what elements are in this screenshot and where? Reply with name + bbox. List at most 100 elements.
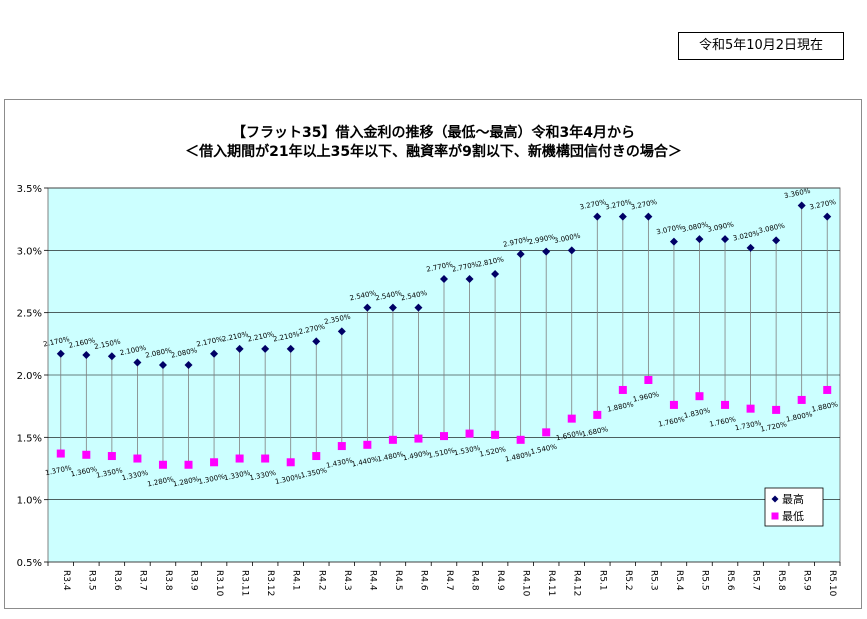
y-tick-label: 1.0%	[17, 496, 42, 507]
high-point	[516, 250, 525, 259]
high-point	[491, 270, 500, 279]
x-tick-label: R4.8	[470, 570, 480, 591]
high-point	[107, 352, 116, 361]
high-point	[184, 361, 193, 370]
high-point	[542, 247, 551, 256]
low-point	[337, 442, 346, 451]
legend-box	[764, 487, 824, 527]
low-point	[235, 454, 244, 463]
high-point	[746, 243, 755, 252]
low-point	[56, 449, 65, 458]
x-tick-label: R5.9	[802, 570, 812, 591]
low-point	[286, 458, 295, 467]
high-point	[312, 337, 321, 346]
high-point	[772, 236, 781, 245]
x-tick-label: R4.7	[444, 570, 454, 591]
x-tick-label: R3.5	[86, 570, 96, 591]
high-point	[797, 201, 806, 210]
low-point	[516, 435, 525, 444]
y-tick-label: 0.5%	[17, 558, 42, 569]
low-point	[363, 440, 372, 449]
low-point	[184, 460, 193, 469]
low-point	[107, 452, 116, 461]
low-point	[695, 392, 704, 401]
low-point	[746, 404, 755, 413]
chart-subtitle: ＜借入期間が21年以上35年以下、融資率が9割以下、新機構団信付きの場合＞	[185, 144, 682, 160]
legend-high-marker	[771, 495, 779, 503]
x-tick-label: R4.4	[367, 570, 377, 591]
x-tick-label: R4.5	[393, 570, 403, 591]
y-tick-label: 1.5%	[17, 433, 42, 444]
low-point	[465, 429, 474, 438]
high-point	[823, 212, 832, 221]
low-point	[158, 460, 167, 469]
legend-high-label: 最高	[782, 492, 804, 506]
low-point	[644, 375, 653, 384]
low-point	[491, 430, 500, 439]
high-point	[618, 212, 627, 221]
x-tick-label: R3.8	[163, 570, 173, 591]
high-point	[210, 349, 219, 358]
x-tick-label: R5.6	[725, 570, 735, 591]
x-tick-label: R4.3	[342, 570, 352, 591]
high-point	[644, 212, 653, 221]
high-point	[721, 235, 730, 244]
low-point	[542, 428, 551, 437]
low-point	[823, 385, 832, 394]
date-label: 令和5年10月2日現在	[678, 32, 844, 60]
high-point	[363, 303, 372, 312]
high-point	[567, 246, 576, 255]
low-point	[567, 414, 576, 423]
x-tick-label: R5.5	[699, 570, 709, 591]
x-tick-label: R5.1	[597, 570, 607, 591]
x-tick-label: R5.7	[751, 570, 761, 591]
x-tick-label: R5.4	[674, 570, 684, 591]
x-tick-label: R3.7	[137, 570, 147, 591]
x-tick-label: R3.11	[240, 570, 250, 596]
x-tick-label: R5.2	[623, 570, 633, 591]
x-tick-label: R3.12	[265, 570, 275, 596]
x-tick-label: R4.11	[546, 570, 556, 596]
high-point	[133, 358, 142, 367]
x-tick-label: R4.6	[418, 570, 428, 591]
low-point	[440, 432, 448, 441]
high-point	[82, 351, 91, 360]
legend-low-label: 最低	[782, 510, 804, 523]
x-tick-label: R4.10	[521, 570, 531, 597]
y-tick-label: 2.0%	[17, 371, 42, 382]
low-point	[414, 434, 423, 443]
low-point	[261, 454, 270, 463]
high-point	[235, 344, 244, 353]
y-tick-label: 3.0%	[17, 246, 42, 257]
low-point	[772, 405, 781, 414]
low-point	[133, 454, 142, 463]
high-point	[440, 275, 448, 284]
low-point	[797, 395, 806, 404]
high-point	[669, 237, 678, 246]
x-tick-label: R3.4	[61, 570, 71, 591]
x-tick-label: R5.8	[776, 570, 786, 591]
low-point	[210, 458, 219, 467]
x-tick-label: R4.2	[316, 570, 326, 591]
y-tick-label: 3.5%	[17, 184, 42, 195]
x-tick-label: R5.10	[827, 570, 837, 597]
x-tick-label: R3.10	[214, 570, 224, 597]
legend-low-marker	[771, 512, 779, 520]
low-point	[82, 450, 91, 459]
high-point	[286, 344, 295, 353]
high-point	[158, 361, 167, 370]
x-tick-label: R4.9	[495, 570, 505, 591]
x-tick-label: R3.6	[112, 570, 122, 591]
low-point	[721, 400, 730, 409]
low-point	[618, 385, 627, 394]
low-point	[388, 435, 397, 444]
high-point	[695, 235, 704, 244]
high-point	[388, 303, 397, 312]
high-point	[261, 344, 270, 353]
chart-title: 【フラット35】借入金利の推移（最低～最高）令和3年4月から	[232, 125, 635, 141]
high-point	[465, 275, 474, 284]
low-point	[669, 400, 678, 409]
high-point	[593, 212, 602, 221]
low-point	[593, 410, 602, 419]
